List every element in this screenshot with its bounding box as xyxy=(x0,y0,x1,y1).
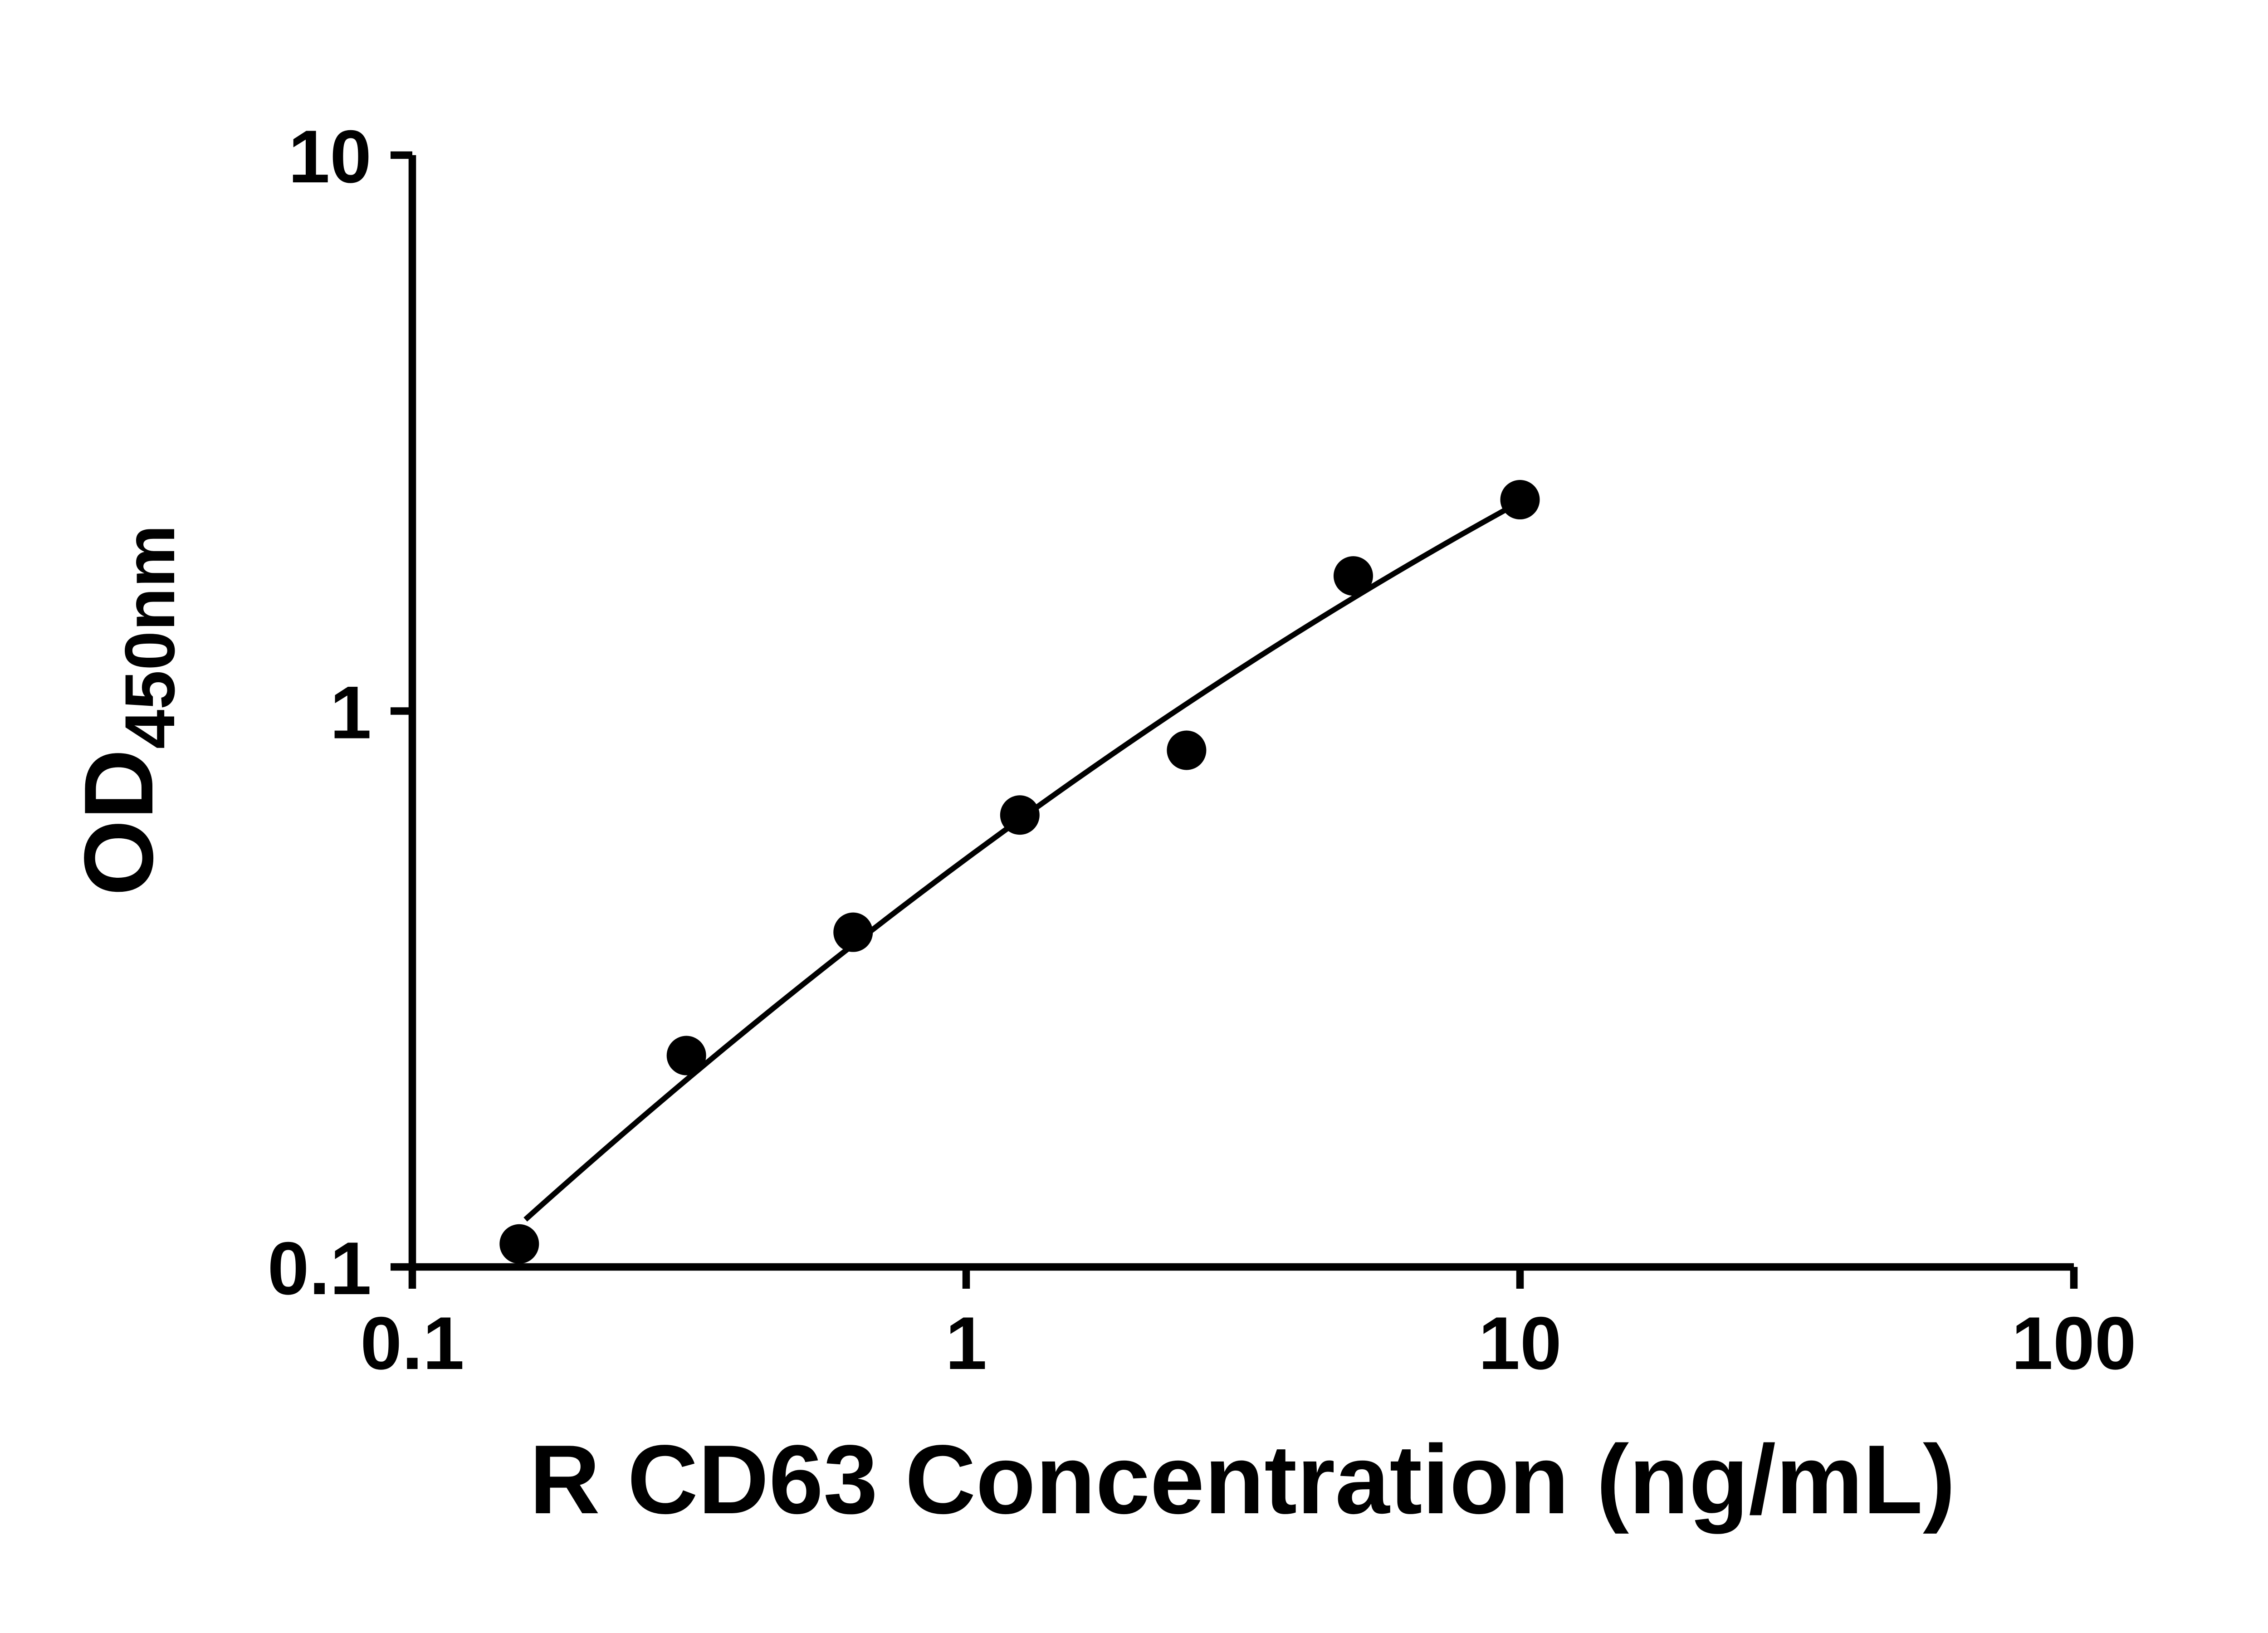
x-axis-tick-label: 1 xyxy=(945,1301,987,1385)
y-axis-tick-label: 1 xyxy=(330,671,371,754)
fit-curve xyxy=(523,499,1521,1222)
x-axis-tick-label: 100 xyxy=(2011,1301,2136,1385)
data-point xyxy=(499,1224,539,1264)
y-axis-tick-label: 0.1 xyxy=(268,1227,371,1310)
x-axis-tick-label: 10 xyxy=(1478,1301,1562,1385)
data-point xyxy=(666,1036,706,1076)
y-axis-title-main: OD xyxy=(64,749,173,896)
plot-layer: 0.1 1 10 0.1 1 10 100 xyxy=(268,115,2136,1385)
y-axis-title-sub: 450nm xyxy=(111,525,190,749)
data-point xyxy=(1000,795,1040,835)
data-point xyxy=(833,912,873,952)
data-point xyxy=(1500,480,1540,520)
x-axis-title: R CD63 Concentration (ng/mL) xyxy=(529,1424,1955,1534)
x-axis-tick-label: 0.1 xyxy=(360,1301,464,1385)
data-point xyxy=(1333,556,1373,596)
y-axis-tick-label: 10 xyxy=(288,115,371,198)
y-axis-title: OD450nm xyxy=(64,525,190,896)
data-point xyxy=(1167,730,1207,770)
